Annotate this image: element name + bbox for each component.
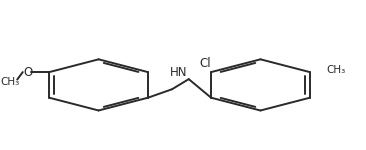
Text: CH₃: CH₃ [326,65,346,75]
Text: CH₃: CH₃ [0,77,19,87]
Text: HN: HN [170,66,187,79]
Text: Cl: Cl [200,57,212,70]
Text: O: O [24,66,33,79]
